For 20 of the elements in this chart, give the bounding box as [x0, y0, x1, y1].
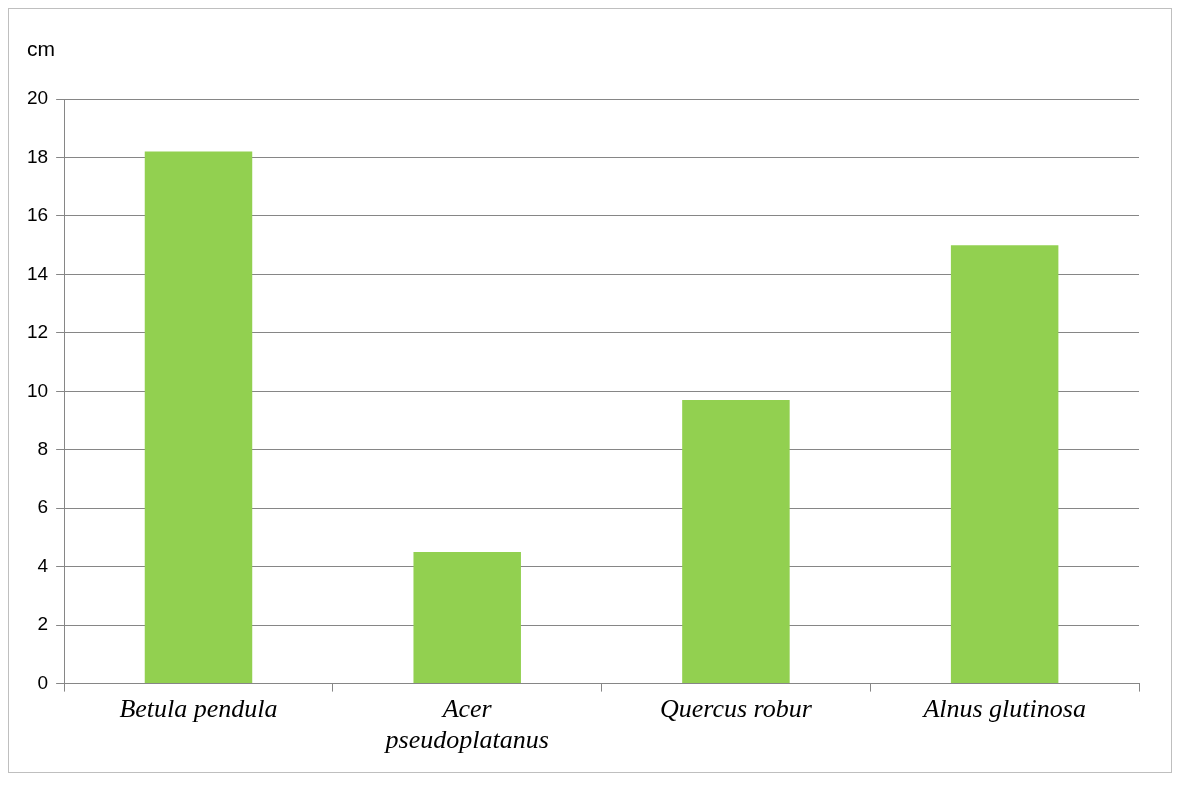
- y-tick-label: 10: [26, 379, 49, 401]
- x-tick-label: Alnus glutinosa: [921, 694, 1086, 724]
- y-axis-title: cm: [27, 37, 55, 61]
- y-tick-label: 12: [26, 321, 49, 343]
- y-tick-label: 4: [37, 554, 49, 576]
- bar: [950, 245, 1059, 684]
- y-tick-label: 6: [37, 496, 49, 518]
- y-tick-label: 16: [26, 204, 49, 226]
- bar: [682, 400, 790, 684]
- bar: [413, 552, 521, 684]
- y-tick-label: 20: [26, 87, 49, 109]
- x-tick-label: Betula pendula: [119, 694, 278, 724]
- y-tick-label: 18: [26, 145, 49, 167]
- bar: [144, 151, 253, 684]
- y-tick-label: 0: [37, 671, 49, 693]
- x-tick-label: Acer pseudoplatanus: [383, 694, 549, 755]
- y-tick-label: 14: [26, 262, 49, 284]
- x-tick-label: Quercus robur: [659, 694, 813, 724]
- y-tick-label: 8: [37, 437, 49, 459]
- y-tick-label: 2: [37, 613, 49, 635]
